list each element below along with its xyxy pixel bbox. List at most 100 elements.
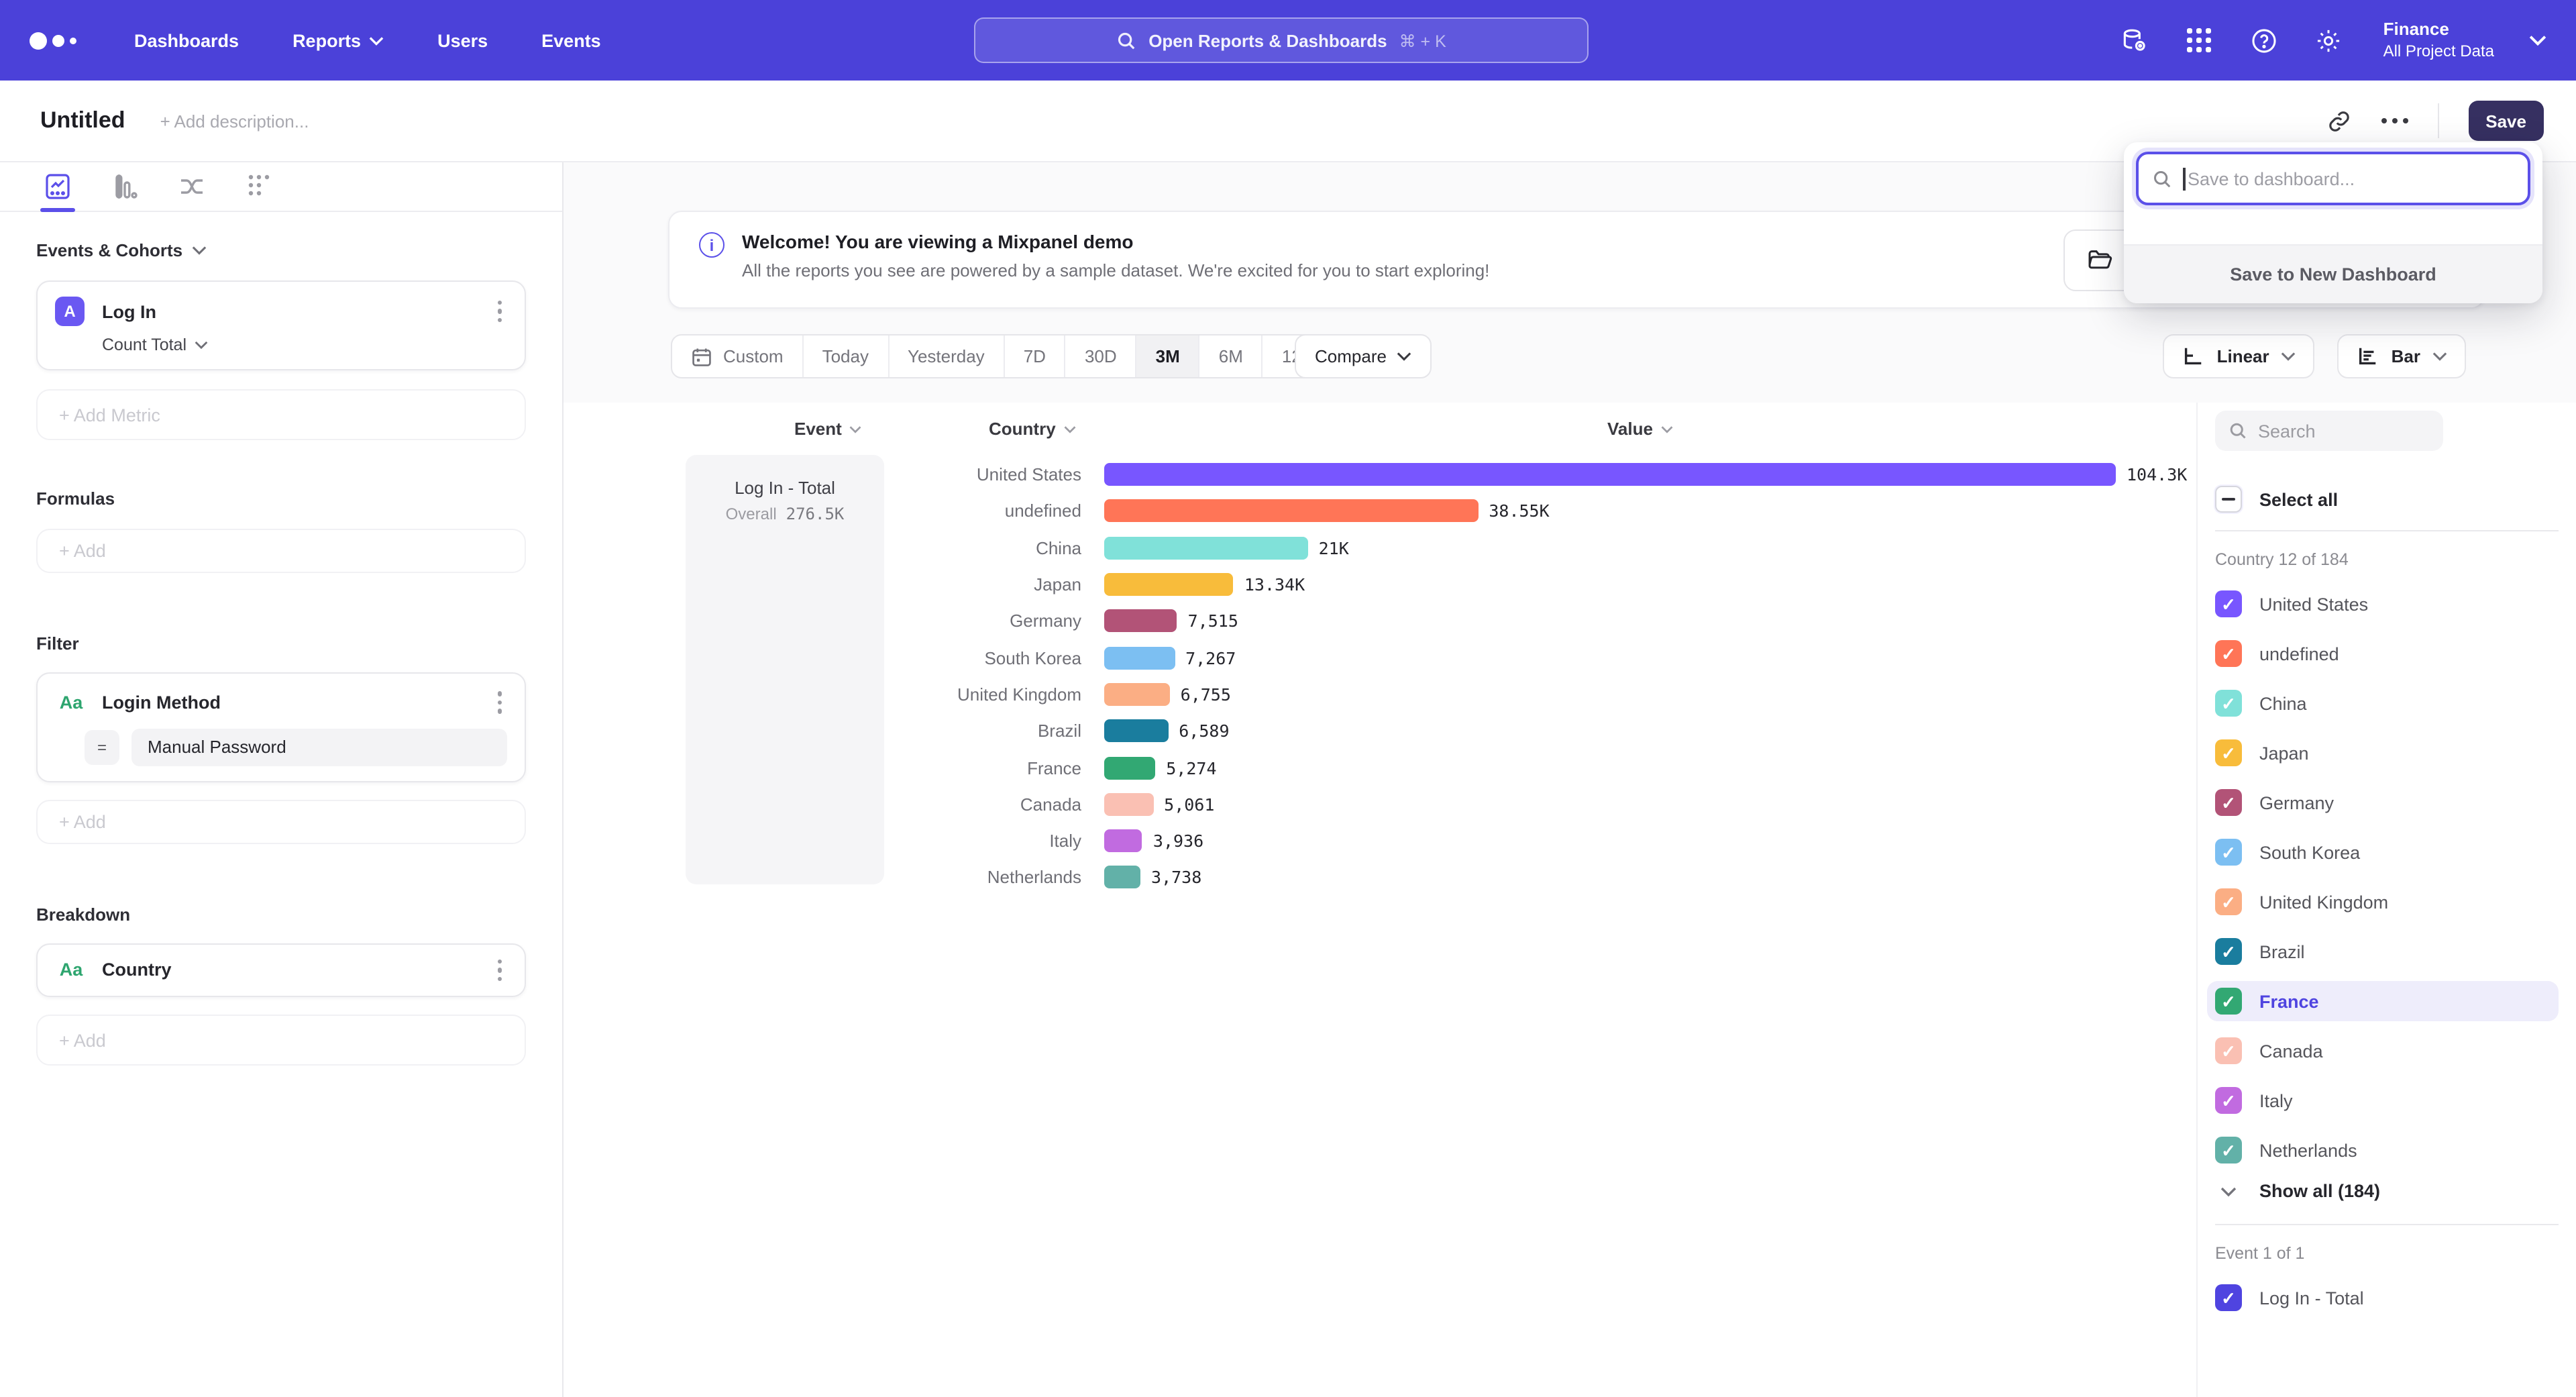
add-breakdown-button[interactable]: + Add <box>36 1015 526 1066</box>
filter-value-selector[interactable]: Manual Password <box>131 728 507 766</box>
nav-item-reports[interactable]: Reports <box>292 30 384 50</box>
add-filter-button[interactable]: + Add <box>36 799 526 843</box>
column-header-event[interactable]: Event <box>794 419 862 439</box>
legend-row-italy[interactable]: ✓ Italy <box>2207 1080 2559 1121</box>
column-header-value[interactable]: Value <box>1607 419 1673 439</box>
column-header-country[interactable]: Country <box>989 419 1076 439</box>
global-search-button[interactable]: Open Reports & Dashboards ⌘ + K <box>974 17 1589 63</box>
bar-segment[interactable] <box>1104 829 1142 853</box>
nav-item-users[interactable]: Users <box>437 30 488 50</box>
bar-segment[interactable] <box>1104 719 1169 743</box>
legend-row-japan[interactable]: ✓ Japan <box>2207 733 2559 773</box>
show-all-toggle[interactable]: Show all (184) <box>2215 1181 2559 1201</box>
bar-value-label: 5,274 <box>1166 758 1217 778</box>
legend-row-united-states[interactable]: ✓ United States <box>2207 584 2559 624</box>
legend-checkbox-checked[interactable]: ✓ <box>2215 690 2242 717</box>
metric-kebab-icon[interactable] <box>492 298 507 325</box>
settings-gear-icon[interactable] <box>2314 25 2343 55</box>
legend-checkbox-checked[interactable]: ✓ <box>2215 739 2242 766</box>
bar-category-label: Netherlands <box>987 867 1081 888</box>
legend-item-label: South Korea <box>2259 842 2361 862</box>
legend-checkbox-checked[interactable]: ✓ <box>2215 640 2242 667</box>
legend-checkbox-checked[interactable]: ✓ <box>2215 988 2242 1015</box>
legend-row-united-kingdom[interactable]: ✓ United Kingdom <box>2207 882 2559 922</box>
breakdown-card-country[interactable]: Aa Country <box>36 943 526 997</box>
legend-checkbox-checked[interactable]: ✓ <box>2215 789 2242 816</box>
legend-event-checkbox[interactable]: ✓ <box>2215 1284 2242 1311</box>
tab-flows[interactable] <box>174 162 209 211</box>
bar-segment[interactable] <box>1104 463 2116 486</box>
legend-event-row[interactable]: ✓ Log In - Total <box>2207 1278 2559 1318</box>
legend-row-germany[interactable]: ✓ Germany <box>2207 782 2559 823</box>
legend-checkbox-checked[interactable]: ✓ <box>2215 938 2242 965</box>
filter-card-login-method[interactable]: Aa Login Method = Manual Password <box>36 672 526 782</box>
date-range-3m[interactable]: 3M <box>1136 335 1200 377</box>
chart-type-label: Bar <box>2391 346 2420 366</box>
legend-checkbox-checked[interactable]: ✓ <box>2215 1037 2242 1064</box>
add-metric-button[interactable]: + Add Metric <box>36 389 526 440</box>
y-axis-scale-dropdown[interactable]: Linear <box>2163 334 2315 378</box>
legend-row-france[interactable]: ✓ France <box>2207 981 2559 1021</box>
bar-segment[interactable] <box>1104 499 1479 523</box>
legend-row-undefined[interactable]: ✓ undefined <box>2207 633 2559 674</box>
legend-row-china[interactable]: ✓ China <box>2207 683 2559 723</box>
breakdown-kebab-icon[interactable] <box>492 956 507 984</box>
tab-insights[interactable] <box>40 162 75 212</box>
query-builder-sidebar: Events & Cohorts A Log In Count Total <box>0 162 564 1397</box>
compare-button[interactable]: Compare <box>1295 334 1432 378</box>
legend-checkbox-checked[interactable]: ✓ <box>2215 1137 2242 1163</box>
legend-row-south-korea[interactable]: ✓ South Korea <box>2207 832 2559 872</box>
help-icon[interactable] <box>2249 25 2279 55</box>
legend-row-netherlands[interactable]: ✓ Netherlands <box>2207 1130 2559 1170</box>
bar-segment[interactable] <box>1104 682 1170 706</box>
aggregation-selector[interactable]: Count Total <box>102 335 507 354</box>
select-all-row[interactable]: Select all <box>2215 486 2559 513</box>
add-description-field[interactable]: + Add description... <box>160 111 309 131</box>
data-management-icon[interactable] <box>2121 25 2150 55</box>
legend-checkbox-checked[interactable]: ✓ <box>2215 1087 2242 1114</box>
legend-checkbox-checked[interactable]: ✓ <box>2215 590 2242 617</box>
events-cohorts-header[interactable]: Events & Cohorts <box>36 240 526 260</box>
apps-grid-icon[interactable] <box>2185 25 2214 55</box>
legend-checkbox-checked[interactable]: ✓ <box>2215 888 2242 915</box>
filter-operator-selector[interactable]: = <box>85 729 119 764</box>
metric-card-log-in[interactable]: A Log In Count Total <box>36 280 526 370</box>
bar-segment[interactable] <box>1104 646 1175 670</box>
event-series-cell[interactable]: Log In - Total Overall 276.5K <box>686 455 884 884</box>
select-all-checkbox-indeterminate[interactable] <box>2215 486 2242 513</box>
chart-type-dropdown[interactable]: Bar <box>2337 334 2466 378</box>
nav-item-events[interactable]: Events <box>541 30 601 50</box>
legend-row-canada[interactable]: ✓ Canada <box>2207 1031 2559 1071</box>
chevron-down-icon <box>195 341 208 349</box>
legend-checkbox-checked[interactable]: ✓ <box>2215 839 2242 866</box>
tab-funnels[interactable] <box>107 162 142 211</box>
more-actions-icon[interactable] <box>2381 118 2408 123</box>
date-range-yesterday[interactable]: Yesterday <box>889 335 1005 377</box>
project-switcher[interactable]: Finance All Project Data <box>2378 19 2546 62</box>
bar-segment[interactable] <box>1104 536 1308 560</box>
metric-event-name: Log In <box>102 301 156 321</box>
legend-row-brazil[interactable]: ✓ Brazil <box>2207 931 2559 972</box>
date-range-today[interactable]: Today <box>804 335 889 377</box>
legend-search-input[interactable]: Search <box>2215 411 2443 451</box>
bar-segment[interactable] <box>1104 573 1234 597</box>
bar-segment[interactable] <box>1104 792 1154 816</box>
copy-link-icon[interactable] <box>2326 108 2351 134</box>
save-to-new-dashboard-button[interactable]: Save to New Dashboard <box>2124 244 2542 303</box>
save-to-dashboard-input[interactable]: Save to dashboard... <box>2136 152 2530 205</box>
nav-item-dashboards[interactable]: Dashboards <box>134 30 239 50</box>
mixpanel-logo[interactable] <box>30 32 110 49</box>
save-button[interactable]: Save <box>2468 101 2544 141</box>
report-title[interactable]: Untitled <box>40 107 125 133</box>
filter-kebab-icon[interactable] <box>492 688 507 716</box>
date-range-7d[interactable]: 7D <box>1005 335 1066 377</box>
bar-segment[interactable] <box>1104 866 1141 889</box>
date-range-30d[interactable]: 30D <box>1066 335 1137 377</box>
legend-item-label: China <box>2259 693 2307 713</box>
date-range-custom[interactable]: Custom <box>672 335 804 377</box>
add-formula-button[interactable]: + Add <box>36 529 526 573</box>
date-range-6m[interactable]: 6M <box>1200 335 1263 377</box>
bar-segment[interactable] <box>1104 609 1177 633</box>
tab-retention[interactable] <box>241 162 276 211</box>
bar-segment[interactable] <box>1104 756 1156 780</box>
